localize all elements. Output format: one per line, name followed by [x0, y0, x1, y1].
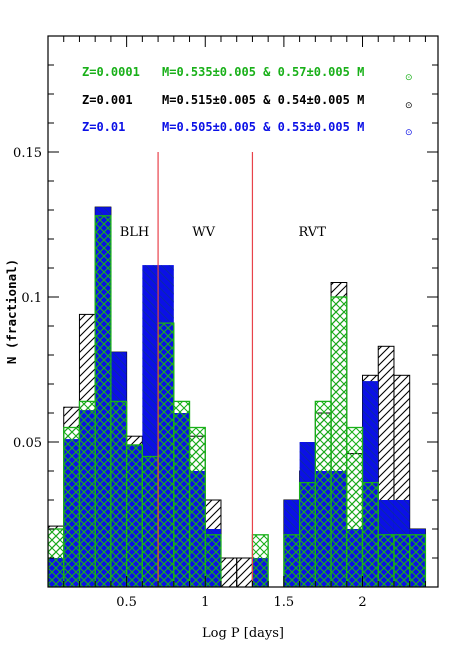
bar [78, 400, 96, 587]
solar-symbol-icon: ⊙ [405, 101, 413, 111]
bar [377, 534, 395, 587]
bar [393, 534, 411, 587]
bar [125, 444, 144, 587]
solar-symbol-icon: ⊙ [405, 128, 413, 138]
series-z-0-0001 [48, 215, 427, 587]
bar [330, 296, 348, 587]
region-labels: BLH WV RVT [120, 225, 326, 240]
x-tick-label: 1 [201, 595, 209, 610]
legend-metallicity: Z=0.01 [82, 120, 125, 134]
x-axis-label: Log P [days] [202, 626, 284, 641]
bar [236, 557, 253, 587]
legend-mass: M=0.515±0.005 & 0.54±0.005 M [162, 93, 364, 107]
y-tick-label: 0.05 [13, 436, 42, 451]
bar [63, 426, 81, 587]
bar [298, 481, 316, 587]
solar-symbol-icon: ⊙ [405, 73, 413, 83]
bar [409, 534, 427, 587]
bar [173, 400, 191, 587]
region-label: WV [192, 225, 215, 240]
axis-ticks [48, 36, 438, 587]
legend-mass: M=0.535±0.005 & 0.57±0.005 M [162, 65, 364, 79]
legend: Z=0.0001 M=0.535±0.005 & 0.57±0.005 M ⊙Z=0… [82, 65, 413, 138]
bar [346, 426, 364, 587]
axis-labels: 0.5 1 1.5 2 0.05 0.1 0.15 Log P [days] N (fracti… [4, 146, 367, 641]
legend-metallicity: Z=0.0001 [82, 65, 140, 79]
bar [141, 455, 159, 587]
legend-mass: M=0.505±0.005 & 0.53±0.005 M [162, 120, 364, 134]
region-label: BLH [120, 225, 150, 240]
legend-entry: Z=0.001 M=0.515±0.005 & 0.54±0.005 M ⊙ [82, 93, 413, 111]
legend-entry: Z=0.01 M=0.505±0.005 & 0.53±0.005 M ⊙ [82, 120, 413, 138]
bar [188, 426, 206, 587]
bar [220, 557, 238, 587]
bar [251, 534, 269, 587]
bar [204, 534, 222, 587]
region-label: RVT [298, 225, 326, 240]
legend-entry: Z=0.0001 M=0.535±0.005 & 0.57±0.005 M ⊙ [82, 65, 413, 83]
plot-frame [47, 35, 439, 588]
y-tick-label: 0.1 [21, 291, 42, 306]
bar [361, 481, 379, 587]
x-tick-label: 1.5 [274, 595, 295, 610]
y-tick-label: 0.15 [13, 146, 42, 161]
bar [314, 400, 332, 587]
y-axis-label: N (fractional) [4, 259, 19, 364]
series-layer [48, 206, 427, 587]
x-tick-label: 0.5 [116, 595, 137, 610]
bar [157, 322, 175, 587]
bar [110, 400, 128, 587]
legend-metallicity: Z=0.001 [82, 93, 133, 107]
bar [94, 215, 112, 587]
x-tick-label: 2 [358, 595, 366, 610]
bar [283, 534, 301, 587]
vertical-lines [157, 152, 254, 587]
